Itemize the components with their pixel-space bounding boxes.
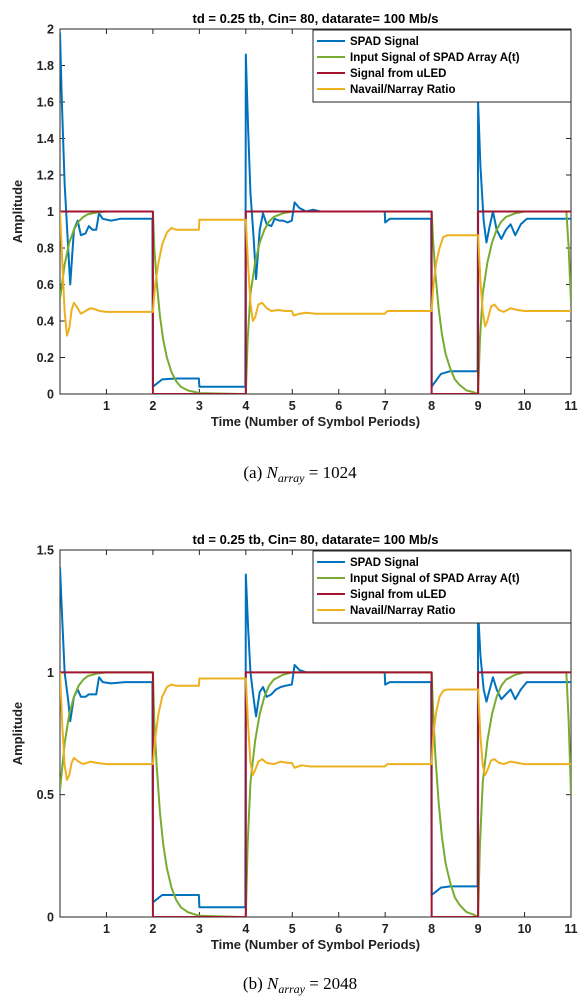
chart-panel-b: td = 0.25 tb, Cin= 80, datarate= 100 Mb/… — [10, 532, 578, 996]
y-axis-label: Amplitude — [10, 180, 25, 244]
y-tick-label: 1 — [47, 205, 54, 219]
legend: SPAD Signal Input Signal of SPAD Array A(… — [312, 550, 572, 624]
x-tick-label: 4 — [242, 399, 249, 413]
chart-panel-a: td = 0.25 tb, Cin= 80, datarate= 100 Mb/… — [10, 11, 578, 485]
legend-label: Signal from uLED — [350, 589, 446, 601]
x-tick-label: 6 — [335, 922, 342, 936]
caption-math-rest: = 2048 — [305, 974, 357, 993]
caption-math-base: N — [266, 974, 280, 993]
legend-box — [312, 550, 572, 624]
y-tick-label: 0.5 — [37, 788, 54, 802]
y-tick-label: 1 — [47, 666, 54, 680]
legend: SPAD Signal Input Signal of SPAD Array A(… — [312, 29, 572, 103]
x-tick-label: 11 — [564, 399, 577, 413]
y-tick-label: 1.6 — [37, 96, 54, 110]
y-tick-label: 0.2 — [37, 351, 54, 365]
y-tick-label: 0.8 — [37, 242, 54, 256]
series-line — [60, 671, 571, 917]
caption-math-rest: = 1024 — [305, 463, 358, 482]
x-tick-label: 4 — [242, 922, 249, 936]
series-line — [60, 672, 571, 781]
x-tick-label: 5 — [289, 922, 296, 936]
y-tick-label: 2 — [47, 23, 54, 37]
x-tick-label: 9 — [475, 399, 482, 413]
y-axis-label: Amplitude — [10, 702, 25, 766]
chart-title: td = 0.25 tb, Cin= 80, datarate= 100 Mb/… — [192, 11, 438, 26]
x-tick-label: 1 — [103, 399, 110, 413]
x-tick-label: 3 — [196, 922, 203, 936]
x-tick-label: 7 — [382, 399, 389, 413]
x-tick-label: 1 — [103, 922, 110, 936]
y-tick-label: 0 — [47, 911, 54, 925]
y-tick-label: 0.6 — [37, 278, 54, 292]
y-tick-label: 0 — [47, 388, 54, 402]
x-tick-label: 8 — [428, 399, 435, 413]
caption-math-base: N — [266, 463, 280, 482]
legend-label: SPAD Signal — [350, 36, 419, 48]
legend-label: Navail/Narray Ratio — [350, 605, 455, 617]
legend-label: Navail/Narray Ratio — [350, 84, 455, 96]
legend-box — [312, 29, 572, 103]
legend-label: SPAD Signal — [350, 557, 419, 569]
legend-label: Signal from uLED — [350, 68, 446, 80]
x-tick-label: 6 — [335, 399, 342, 413]
x-tick-label: 5 — [289, 399, 296, 413]
x-axis-label: Time (Number of Symbol Periods) — [211, 937, 420, 952]
x-tick-label: 10 — [518, 922, 532, 936]
x-tick-label: 10 — [518, 399, 532, 413]
x-tick-label: 11 — [564, 922, 577, 936]
x-tick-label: 9 — [475, 922, 482, 936]
x-axis-label: Time (Number of Symbol Periods) — [211, 414, 420, 429]
x-tick-label: 2 — [149, 399, 156, 413]
y-tick-label: 1.2 — [37, 169, 54, 183]
y-tick-label: 0.4 — [37, 315, 54, 329]
x-tick-label: 2 — [149, 922, 156, 936]
y-tick-label: 1.5 — [37, 544, 54, 558]
series-line — [60, 32, 571, 388]
y-tick-label: 1.4 — [37, 132, 54, 146]
series-line — [60, 211, 571, 337]
caption-prefix: (b) — [243, 974, 267, 993]
y-tick-label: 1.8 — [37, 59, 54, 73]
x-tick-label: 8 — [428, 922, 435, 936]
legend-label: Input Signal of SPAD Array A(t) — [350, 52, 520, 64]
figure-caption: (b) Narray = 2048 — [243, 974, 357, 996]
x-tick-label: 3 — [196, 399, 203, 413]
chart-title: td = 0.25 tb, Cin= 80, datarate= 100 Mb/… — [192, 532, 438, 547]
figure-caption: (a) Narray = 1024 — [243, 463, 357, 485]
legend-label: Input Signal of SPAD Array A(t) — [350, 573, 520, 585]
x-tick-label: 7 — [382, 922, 389, 936]
caption-math-sub: array — [278, 982, 305, 996]
caption-prefix: (a) — [243, 463, 266, 482]
series-line — [60, 567, 571, 909]
caption-math-sub: array — [278, 471, 305, 485]
